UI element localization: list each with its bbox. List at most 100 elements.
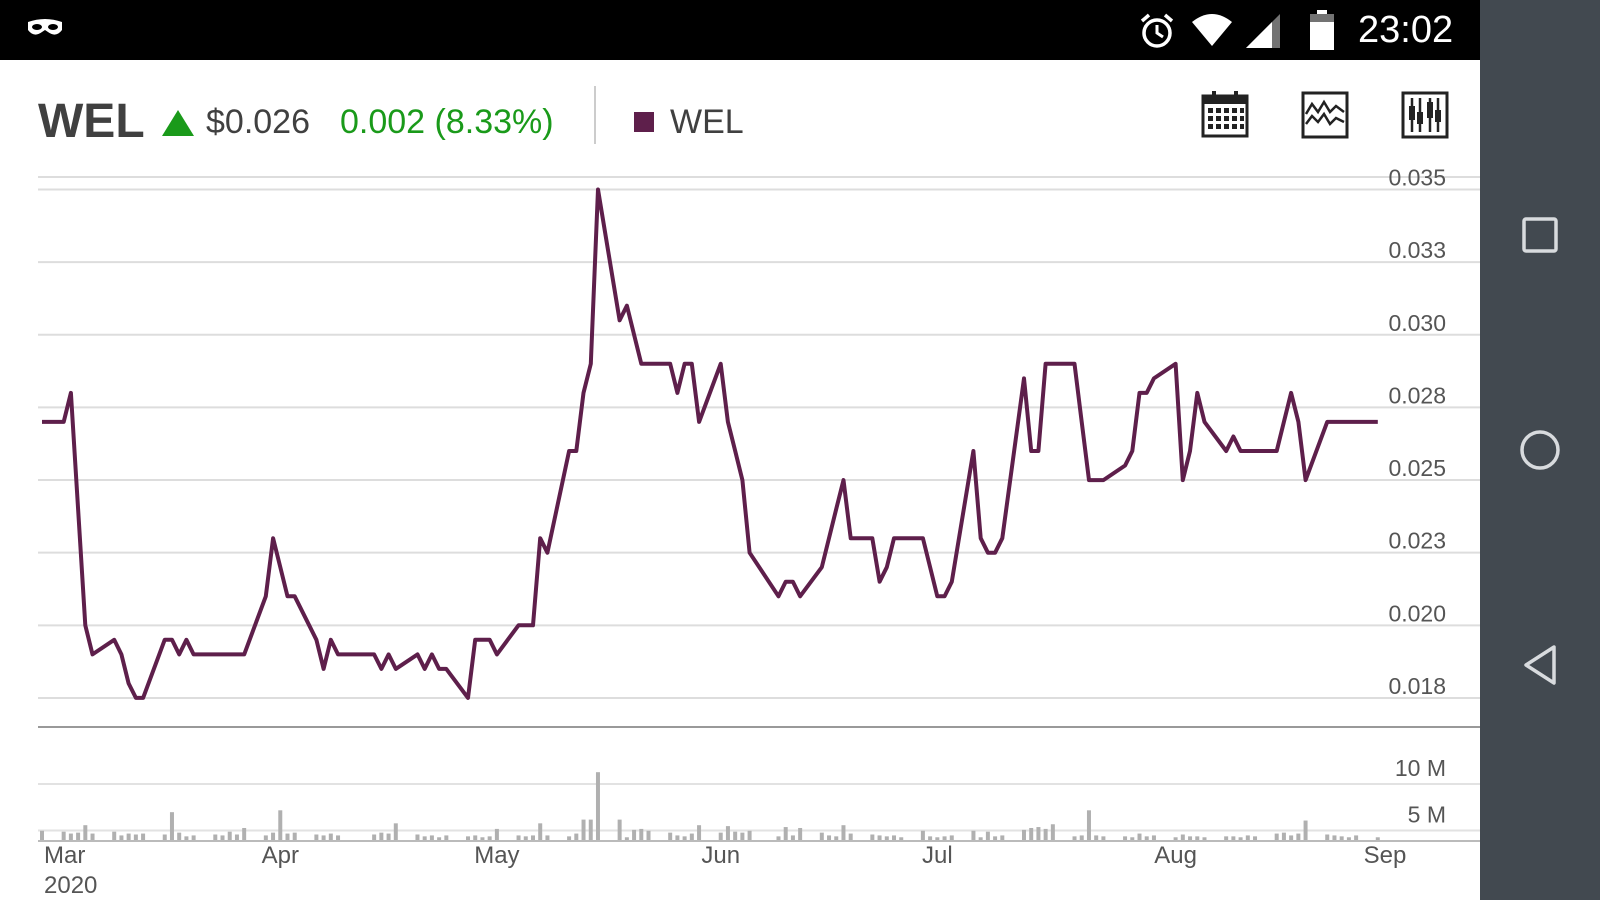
volume-bar — [1180, 834, 1185, 841]
volume-bar — [740, 832, 745, 841]
volume-bar — [1296, 833, 1301, 841]
volume-bar — [1354, 835, 1359, 841]
recents-square-icon — [1522, 217, 1558, 253]
x-tick-label: Jul — [922, 842, 953, 869]
volume-bar — [141, 833, 146, 841]
calendar-button[interactable] — [1200, 90, 1250, 140]
x-tick-label: May — [474, 842, 519, 869]
volume-bar — [1332, 835, 1337, 841]
volume-bar — [429, 835, 434, 841]
x-tick-label: Mar — [44, 842, 85, 869]
volume-bar — [314, 834, 319, 841]
x-tick-label: Jun — [701, 842, 740, 869]
volume-bar — [133, 834, 138, 841]
volume-bar — [422, 836, 427, 841]
volume-bar — [834, 836, 839, 841]
volume-bar — [1325, 834, 1330, 841]
volume-bar — [321, 835, 326, 841]
price-tick-label: 0.035 — [1388, 165, 1446, 191]
volume-bar — [1050, 824, 1055, 841]
volume-bar — [942, 836, 947, 841]
volume-bar — [870, 834, 875, 841]
series-line-wel — [42, 187, 1378, 700]
volume-bar — [538, 823, 543, 841]
volume-bar — [393, 823, 398, 841]
volume-bar — [545, 835, 550, 841]
chart-settings-button[interactable] — [1400, 90, 1450, 140]
volume-bar — [1021, 829, 1026, 841]
volume-bar — [1245, 835, 1250, 841]
volume-bar — [567, 836, 572, 841]
price-tick-label: 0.028 — [1388, 382, 1446, 408]
volume-bar — [328, 833, 333, 841]
volume-bar — [1079, 835, 1084, 841]
volume-bar — [574, 833, 579, 841]
volume-bar — [112, 831, 117, 841]
volume-bar — [827, 835, 832, 841]
home-button[interactable] — [1480, 390, 1600, 510]
current-price: $0.026 — [206, 103, 310, 141]
back-button[interactable] — [1480, 605, 1600, 725]
volume-bar — [1346, 837, 1351, 841]
volume-bar — [841, 825, 846, 841]
volume-bar — [40, 830, 44, 841]
volume-bar — [1000, 835, 1005, 841]
volume-bar — [682, 836, 687, 841]
back-triangle-icon — [1524, 645, 1556, 685]
volume-bar — [632, 829, 637, 841]
volume-bar — [242, 827, 247, 841]
volume-bar — [68, 833, 73, 841]
volume-bar — [733, 831, 738, 841]
volume-bar — [848, 833, 853, 841]
volume-bar — [675, 835, 680, 841]
volume-bar — [985, 831, 990, 841]
volume-bar — [1231, 836, 1236, 841]
volume-bar — [1101, 836, 1106, 841]
price-tick-label: 0.033 — [1388, 237, 1446, 263]
volume-bar — [978, 837, 983, 841]
volume-bar — [119, 835, 124, 841]
volume-bar — [1173, 837, 1178, 841]
x-tick-label: Aug — [1154, 842, 1197, 869]
price-tick-label: 0.023 — [1388, 528, 1446, 554]
volume-bar — [790, 835, 795, 841]
recents-button[interactable] — [1480, 175, 1600, 295]
compare-chart-button[interactable] — [1300, 90, 1350, 140]
volume-bar — [227, 831, 232, 841]
volume-bar — [776, 836, 781, 841]
volume-bar — [892, 835, 897, 841]
volume-bar — [466, 836, 471, 841]
x-tick-label: Apr — [262, 842, 299, 869]
volume-bar — [234, 834, 239, 841]
volume-bar — [928, 836, 933, 841]
volume-bar — [480, 837, 485, 841]
volume-bar — [581, 819, 586, 841]
ticker-symbol: WEL — [38, 95, 145, 148]
volume-bar — [1188, 836, 1193, 841]
volume-bar — [386, 833, 391, 841]
volume-bar — [1130, 837, 1135, 841]
volume-bar — [1224, 836, 1229, 841]
chart-header: WEL $0.026 0.002 (8.33%) WEL — [0, 60, 1480, 175]
volume-bar — [588, 819, 593, 841]
volume-bar — [646, 830, 651, 841]
volume-bar — [1253, 836, 1258, 841]
volume-bar — [971, 830, 976, 841]
volume-bar — [169, 812, 174, 841]
cell-signal-icon — [1246, 14, 1280, 52]
volume-bar — [1289, 835, 1294, 841]
x-tick-label: Sep — [1364, 842, 1407, 869]
volume-bar — [1137, 833, 1142, 841]
volume-bar — [668, 832, 673, 841]
volume-bar — [718, 832, 723, 841]
price-tick-label: 0.025 — [1388, 455, 1446, 481]
status-clock: 23:02 — [1358, 9, 1454, 51]
volume-bar — [444, 835, 449, 841]
up-arrow-icon — [162, 110, 194, 140]
volume-bar — [1281, 832, 1286, 841]
price-chart[interactable]: 0.035 0.033 0.030 0.028 0.025 0.023 0.020 0.018… — [0, 0, 1480, 900]
calendar-icon — [1201, 91, 1249, 138]
volume-bar — [1043, 828, 1048, 841]
volume-bar — [935, 837, 940, 841]
legend-label: WEL — [670, 103, 744, 141]
